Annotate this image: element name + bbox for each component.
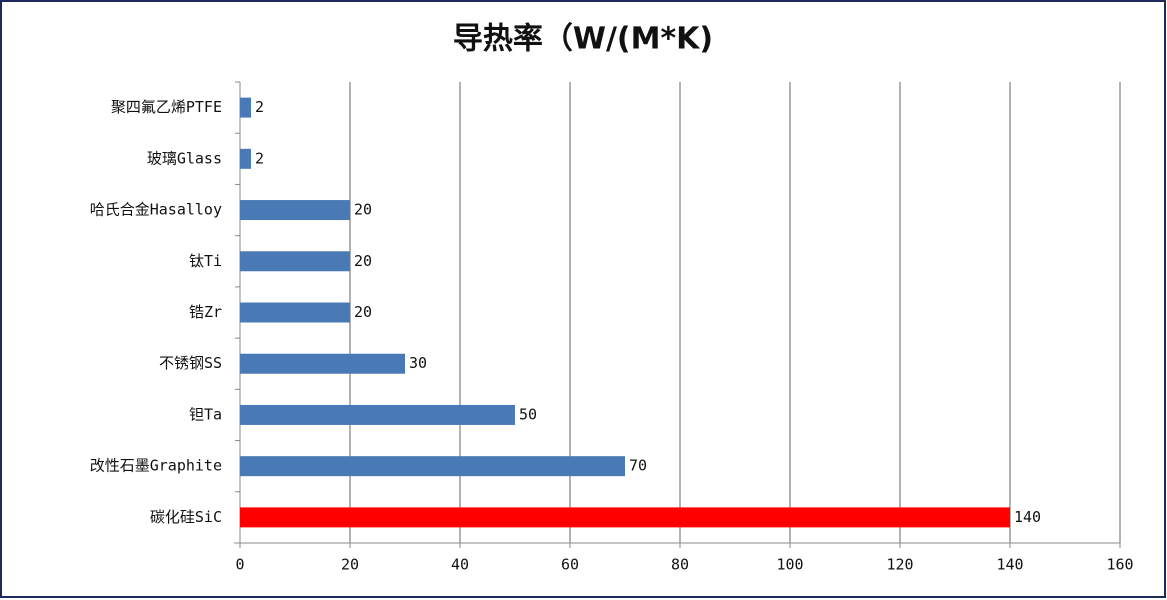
x-tick-label: 160: [1106, 556, 1133, 574]
x-tick-label: 0: [235, 556, 244, 574]
bar: [240, 97, 251, 118]
y-tick-label: 玻璃Glass: [147, 149, 222, 167]
x-tick-label: 80: [671, 556, 689, 574]
bar: [240, 507, 1010, 528]
chart-title: 导热率（W/(M*K): [453, 22, 713, 57]
value-label: 50: [519, 405, 537, 423]
value-label: 2: [255, 98, 264, 116]
y-tick-label: 钛Ti: [189, 252, 222, 270]
y-tick-label: 不锈钢SS: [159, 354, 222, 372]
value-label: 140: [1014, 508, 1041, 526]
y-tick-label: 锆Zr: [189, 303, 222, 321]
x-tick-label: 120: [886, 556, 913, 574]
x-tick-label: 20: [341, 556, 359, 574]
value-label: 20: [354, 201, 372, 219]
bar: [240, 404, 515, 425]
value-label: 20: [354, 252, 372, 270]
x-tick-label: 60: [561, 556, 579, 574]
value-label: 2: [255, 149, 264, 167]
y-tick-label: 碳化硅SiC: [150, 508, 222, 526]
bar: [240, 148, 251, 169]
bar: [240, 353, 405, 374]
x-tick-label: 40: [451, 556, 469, 574]
y-tick-label: 钽Ta: [189, 405, 222, 423]
bar: [240, 456, 625, 477]
bar: [240, 251, 350, 272]
y-tick-label: 改性石墨Graphite: [90, 457, 222, 475]
y-tick-label: 聚四氟乙烯PTFE: [111, 98, 222, 116]
value-label: 20: [354, 303, 372, 321]
x-tick-label: 140: [996, 556, 1023, 574]
y-tick-label: 哈氏合金Hasalloy: [90, 201, 222, 219]
x-tick-label: 100: [776, 556, 803, 574]
value-label: 30: [409, 354, 427, 372]
bar: [240, 302, 350, 323]
value-label: 70: [629, 457, 647, 475]
bar: [240, 200, 350, 221]
